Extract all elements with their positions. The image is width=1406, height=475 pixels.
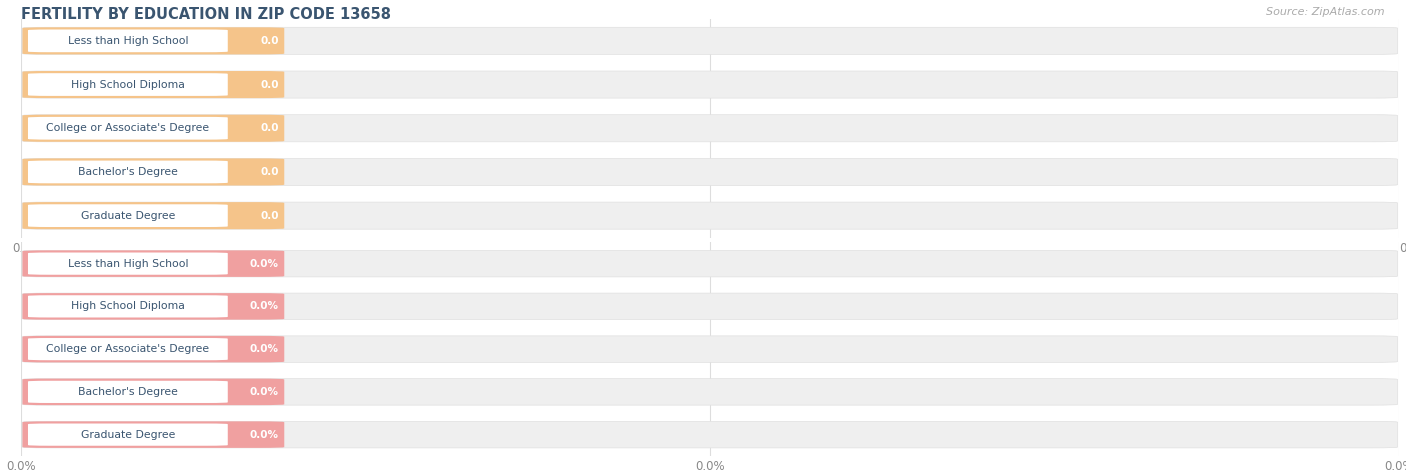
FancyBboxPatch shape bbox=[22, 379, 1398, 405]
Text: 0.0%: 0.0% bbox=[250, 387, 278, 397]
FancyBboxPatch shape bbox=[28, 161, 228, 183]
Text: College or Associate's Degree: College or Associate's Degree bbox=[46, 123, 209, 133]
FancyBboxPatch shape bbox=[28, 253, 228, 275]
Text: Less than High School: Less than High School bbox=[67, 36, 188, 46]
Text: High School Diploma: High School Diploma bbox=[70, 79, 184, 90]
FancyBboxPatch shape bbox=[28, 424, 228, 446]
Text: 0.0: 0.0 bbox=[260, 123, 278, 133]
FancyBboxPatch shape bbox=[22, 158, 1398, 186]
FancyBboxPatch shape bbox=[28, 117, 228, 140]
Text: 0.0%: 0.0% bbox=[250, 258, 278, 269]
Text: Source: ZipAtlas.com: Source: ZipAtlas.com bbox=[1267, 7, 1385, 17]
FancyBboxPatch shape bbox=[22, 421, 1398, 448]
FancyBboxPatch shape bbox=[28, 295, 228, 317]
FancyBboxPatch shape bbox=[22, 27, 284, 55]
Text: 0.0: 0.0 bbox=[260, 210, 278, 221]
FancyBboxPatch shape bbox=[28, 338, 228, 360]
Text: 0.0: 0.0 bbox=[260, 167, 278, 177]
FancyBboxPatch shape bbox=[22, 27, 1398, 55]
FancyBboxPatch shape bbox=[22, 336, 284, 362]
FancyBboxPatch shape bbox=[22, 293, 1398, 320]
FancyBboxPatch shape bbox=[28, 204, 228, 227]
FancyBboxPatch shape bbox=[22, 202, 1398, 229]
FancyBboxPatch shape bbox=[28, 73, 228, 96]
Text: 0.0%: 0.0% bbox=[250, 301, 278, 312]
Text: FERTILITY BY EDUCATION IN ZIP CODE 13658: FERTILITY BY EDUCATION IN ZIP CODE 13658 bbox=[21, 7, 391, 22]
FancyBboxPatch shape bbox=[28, 29, 228, 52]
FancyBboxPatch shape bbox=[22, 71, 1398, 98]
Text: Less than High School: Less than High School bbox=[67, 258, 188, 269]
FancyBboxPatch shape bbox=[28, 381, 228, 403]
Text: Graduate Degree: Graduate Degree bbox=[80, 429, 176, 440]
FancyBboxPatch shape bbox=[22, 114, 1398, 142]
Text: High School Diploma: High School Diploma bbox=[70, 301, 184, 312]
Text: Bachelor's Degree: Bachelor's Degree bbox=[77, 167, 177, 177]
FancyBboxPatch shape bbox=[22, 158, 284, 186]
FancyBboxPatch shape bbox=[22, 71, 284, 98]
FancyBboxPatch shape bbox=[22, 379, 284, 405]
FancyBboxPatch shape bbox=[22, 421, 284, 448]
FancyBboxPatch shape bbox=[22, 114, 284, 142]
Text: Graduate Degree: Graduate Degree bbox=[80, 210, 176, 221]
Text: Bachelor's Degree: Bachelor's Degree bbox=[77, 387, 177, 397]
FancyBboxPatch shape bbox=[22, 250, 284, 277]
FancyBboxPatch shape bbox=[22, 250, 1398, 277]
Text: 0.0%: 0.0% bbox=[250, 429, 278, 440]
FancyBboxPatch shape bbox=[22, 293, 284, 320]
Text: 0.0: 0.0 bbox=[260, 36, 278, 46]
Text: 0.0: 0.0 bbox=[260, 79, 278, 90]
FancyBboxPatch shape bbox=[22, 336, 1398, 362]
FancyBboxPatch shape bbox=[22, 202, 284, 229]
Text: 0.0%: 0.0% bbox=[250, 344, 278, 354]
Text: College or Associate's Degree: College or Associate's Degree bbox=[46, 344, 209, 354]
